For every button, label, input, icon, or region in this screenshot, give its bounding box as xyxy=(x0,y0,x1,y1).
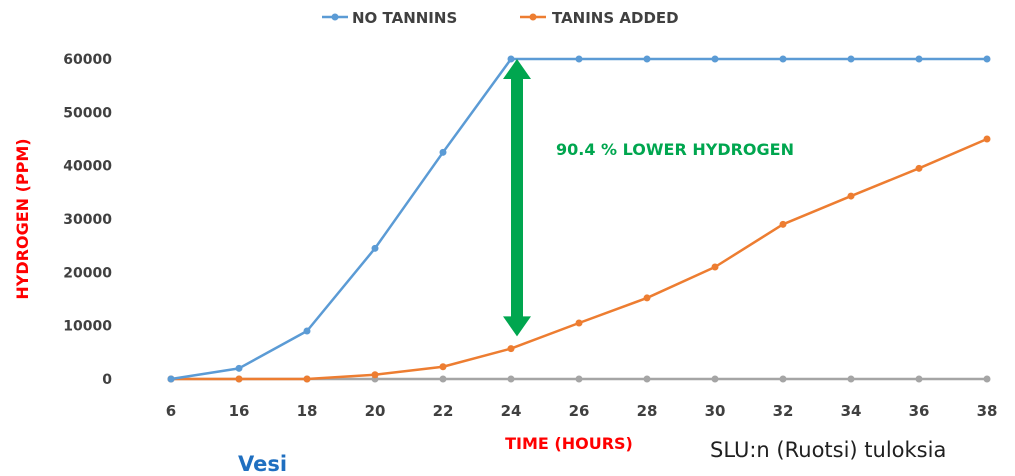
data-point xyxy=(507,345,515,353)
data-point xyxy=(575,55,583,63)
source-note: SLU:n (Ruotsi) tuloksia xyxy=(710,438,947,462)
data-point xyxy=(847,55,855,63)
data-point xyxy=(711,375,719,383)
cut-off-label: Vesi xyxy=(238,452,288,476)
x-tick-label: 16 xyxy=(229,402,250,420)
x-tick-label: 34 xyxy=(841,402,862,420)
x-tick-label: 18 xyxy=(297,402,318,420)
data-point xyxy=(779,55,787,63)
x-tick-label: 20 xyxy=(365,402,386,420)
x-tick-label: 38 xyxy=(977,402,998,420)
data-point xyxy=(303,375,311,383)
data-point xyxy=(915,55,923,63)
legend-label: TANINS ADDED xyxy=(552,9,679,27)
data-point xyxy=(711,55,719,63)
x-tick-label: 36 xyxy=(909,402,930,420)
x-tick-label: 6 xyxy=(166,402,176,420)
y-tick-label: 20000 xyxy=(63,265,112,281)
x-tick-label: 26 xyxy=(569,402,590,420)
x-tick-label: 22 xyxy=(433,402,454,420)
series-line xyxy=(170,57,987,381)
data-point xyxy=(507,375,515,383)
data-point xyxy=(847,192,855,200)
data-point xyxy=(983,375,991,383)
y-tick-label: 0 xyxy=(102,372,112,388)
series-line xyxy=(171,137,988,381)
data-point xyxy=(643,294,651,302)
data-point xyxy=(915,164,923,172)
data-point xyxy=(371,244,379,252)
annotation-text: 90.4 % LOWER HYDROGEN xyxy=(556,140,794,159)
data-point xyxy=(303,327,311,335)
x-tick-label: 24 xyxy=(501,402,522,420)
x-axis-title: TIME (HOURS) xyxy=(505,434,633,453)
legend-label: NO TANNINS xyxy=(352,9,457,27)
data-point xyxy=(711,263,719,271)
legend-swatch-marker xyxy=(331,13,339,21)
annotation-arrow xyxy=(503,59,531,337)
y-tick-label: 50000 xyxy=(63,105,112,121)
data-point xyxy=(779,220,787,228)
x-tick-label: 32 xyxy=(773,402,794,420)
y-tick-label: 40000 xyxy=(63,159,112,175)
data-point xyxy=(779,375,787,383)
data-point xyxy=(439,363,447,371)
data-point xyxy=(983,55,991,63)
data-point xyxy=(439,375,447,383)
data-point xyxy=(915,375,923,383)
y-axis-title: HYDROGEN (PPM) xyxy=(13,138,32,299)
legend-swatch-marker xyxy=(529,13,537,21)
x-tick-label: 30 xyxy=(705,402,726,420)
data-point xyxy=(371,371,379,379)
data-point xyxy=(507,55,515,63)
data-point xyxy=(983,135,991,143)
data-point xyxy=(575,319,583,327)
data-point xyxy=(439,148,447,156)
y-tick-label: 10000 xyxy=(63,319,112,335)
data-point xyxy=(643,55,651,63)
data-point xyxy=(643,375,651,383)
y-tick-label: 30000 xyxy=(63,212,112,228)
y-tick-label: 60000 xyxy=(63,52,112,68)
data-point xyxy=(575,375,583,383)
data-point xyxy=(235,375,243,383)
data-point xyxy=(167,375,175,383)
x-tick-label: 28 xyxy=(637,402,658,420)
data-point xyxy=(235,364,243,372)
data-point xyxy=(847,375,855,383)
